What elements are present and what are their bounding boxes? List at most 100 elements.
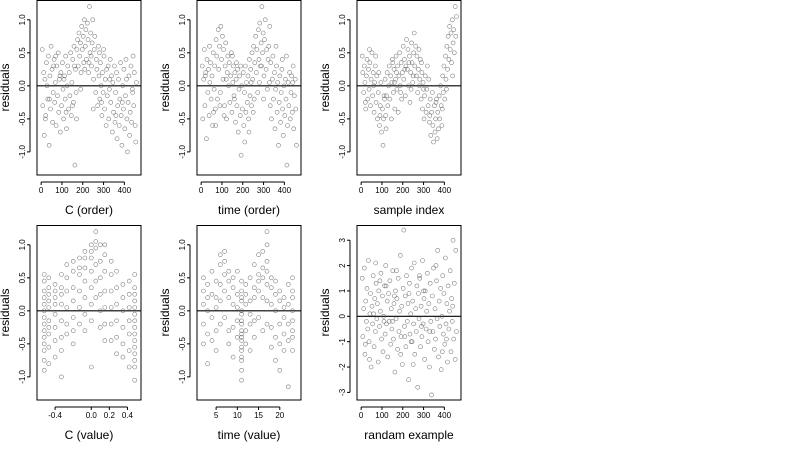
data-point xyxy=(375,116,380,122)
data-point xyxy=(239,321,244,327)
data-point xyxy=(396,73,402,79)
data-point xyxy=(421,288,426,294)
data-point xyxy=(120,308,126,314)
scatter-panel-2: 0 100 200 300 400 -1.0 -0.5 0.0 0.5 1.0 time (orde… xyxy=(158,0,302,217)
data-point xyxy=(257,20,263,26)
data-point xyxy=(74,47,80,52)
data-point xyxy=(384,298,390,304)
data-point xyxy=(226,278,232,284)
data-point xyxy=(114,285,119,291)
data-point xyxy=(273,278,278,284)
data-point xyxy=(372,329,378,334)
data-point xyxy=(428,319,434,324)
data-point xyxy=(430,123,436,128)
data-point xyxy=(96,43,101,49)
data-point xyxy=(450,303,456,309)
data-point xyxy=(246,116,251,122)
data-point xyxy=(372,80,378,85)
data-point xyxy=(404,67,410,72)
data-point xyxy=(224,116,229,122)
data-point xyxy=(40,103,46,108)
data-point xyxy=(439,349,445,355)
data-point xyxy=(276,143,281,148)
data-point xyxy=(428,133,434,138)
data-point xyxy=(132,311,137,317)
data-point xyxy=(266,43,272,49)
data-point xyxy=(387,278,393,284)
data-point xyxy=(246,129,252,135)
data-point xyxy=(255,90,261,95)
data-point xyxy=(452,357,458,362)
data-point xyxy=(449,296,454,301)
data-point xyxy=(132,364,137,370)
data-point xyxy=(90,106,96,112)
x-tick-label: 300 xyxy=(257,186,271,195)
data-point xyxy=(125,100,131,105)
data-point xyxy=(221,47,226,52)
y-tick-label: 1.0 xyxy=(178,14,187,26)
data-point xyxy=(53,123,59,128)
data-point xyxy=(371,83,376,89)
data-point xyxy=(367,47,372,52)
data-point xyxy=(419,60,424,66)
data-point xyxy=(243,328,249,334)
data-point xyxy=(290,318,295,324)
plot-frame xyxy=(356,225,462,401)
data-point xyxy=(422,73,428,79)
data-point xyxy=(72,162,78,168)
data-point xyxy=(399,362,405,367)
data-point xyxy=(387,96,393,102)
y-axis-title: residuals xyxy=(158,63,172,111)
data-point xyxy=(361,90,367,95)
data-point xyxy=(120,100,125,105)
data-point xyxy=(407,53,412,59)
data-point xyxy=(226,83,231,89)
data-point xyxy=(89,249,94,254)
data-point xyxy=(243,291,249,297)
data-point xyxy=(388,341,394,347)
data-point xyxy=(231,63,236,69)
data-point xyxy=(424,308,430,314)
data-point xyxy=(388,306,394,312)
data-point xyxy=(360,334,366,339)
data-point xyxy=(445,67,450,72)
data-point xyxy=(210,123,215,128)
x-tick-label: 100 xyxy=(375,186,389,195)
data-point xyxy=(59,291,64,297)
data-point xyxy=(271,96,276,102)
data-point xyxy=(272,70,277,75)
data-point xyxy=(132,344,137,350)
data-point xyxy=(90,17,95,23)
data-point xyxy=(64,262,70,267)
data-point xyxy=(130,53,136,59)
data-point xyxy=(251,43,256,49)
data-point xyxy=(239,367,244,373)
data-point xyxy=(380,293,385,299)
data-point xyxy=(223,76,229,82)
data-point xyxy=(275,80,281,85)
data-point xyxy=(399,303,405,309)
data-point xyxy=(132,285,137,291)
data-point xyxy=(415,90,421,95)
data-point xyxy=(378,80,384,85)
x-axis-title: time (value) xyxy=(218,428,281,442)
plot-frame xyxy=(36,0,142,176)
data-point xyxy=(126,348,132,353)
data-point xyxy=(238,152,244,158)
data-point xyxy=(438,83,443,89)
data-point xyxy=(412,63,418,69)
data-point xyxy=(89,242,94,248)
data-point xyxy=(130,86,135,92)
data-point xyxy=(107,76,113,82)
data-point xyxy=(402,324,407,329)
data-point xyxy=(70,315,76,320)
data-point xyxy=(41,288,47,294)
data-point xyxy=(86,70,91,75)
data-point xyxy=(226,341,232,347)
data-point xyxy=(451,280,457,286)
data-point xyxy=(400,286,406,291)
data-point xyxy=(273,308,278,314)
data-point xyxy=(397,50,402,56)
data-point xyxy=(239,344,244,350)
data-point xyxy=(121,67,127,72)
